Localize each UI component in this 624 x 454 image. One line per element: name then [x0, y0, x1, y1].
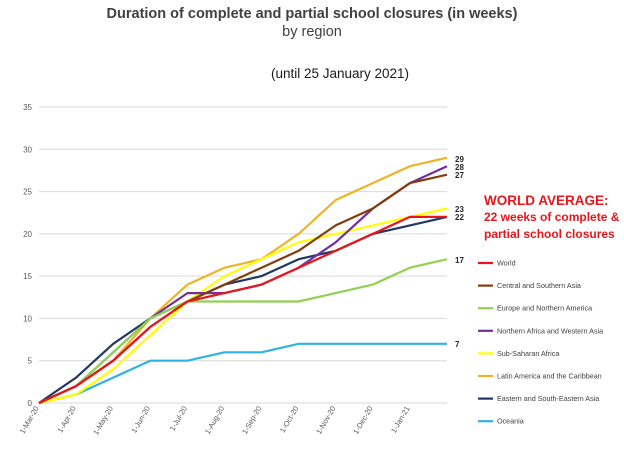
- x-tick-label: 1-Jan-21: [389, 405, 412, 435]
- x-axis-ticks: 1-Mar-20 1-Apr-20 1-May-20 1-Jun-20 1-Jul-20…: [18, 405, 412, 437]
- series-line-world: [38, 215, 447, 405]
- x-tick-label: 1-Apr-20: [55, 405, 77, 435]
- end-value-label: 28: [455, 163, 464, 172]
- x-tick-label: 1-Dec-20: [351, 405, 374, 436]
- series-lines: [38, 156, 448, 405]
- chart-subtitle: by region: [282, 24, 342, 40]
- gridlines: [39, 106, 447, 404]
- legend-entry: Europe and Northern America: [497, 304, 592, 313]
- y-tick-label: 25: [23, 188, 32, 197]
- world-average-line-2: partial school closures: [484, 227, 615, 241]
- y-tick-label: 35: [23, 103, 32, 112]
- legend-entry: Eastern and South-Eastern Asia: [497, 394, 599, 403]
- legend-entry: World: [497, 259, 516, 268]
- end-value-label: 27: [455, 171, 464, 180]
- series-line-eastern-and-south-eastern-asia: [38, 215, 448, 404]
- x-tick-label: 1-Nov-20: [314, 405, 337, 436]
- legend-entry: Central and Southern Asia: [497, 281, 581, 290]
- end-value-label: 17: [455, 256, 464, 265]
- end-value-label: 7: [455, 340, 460, 349]
- x-tick-label: 1-Jun-20: [129, 405, 152, 435]
- y-tick-label: 5: [28, 357, 33, 366]
- y-axis-ticks: 0 5 10 15 20 25 30 35: [23, 103, 32, 408]
- legend-entry: Oceania: [497, 417, 524, 426]
- legend: World Central and Southern Asia Europe and…: [478, 259, 603, 426]
- x-tick-label: 1-Sep-20: [240, 405, 263, 436]
- world-average-line-1: 22 weeks of complete &: [484, 210, 620, 224]
- world-average-annotation: WORLD AVERAGE: 22 weeks of complete & pa…: [484, 192, 619, 243]
- x-tick-label: 1-Jul-20: [168, 405, 189, 433]
- series-line-northern-africa-and-western-asia: [38, 165, 448, 405]
- y-tick-label: 10: [23, 314, 32, 323]
- y-tick-label: 0: [28, 399, 33, 408]
- series-line-europe-and-northern-america: [38, 258, 448, 405]
- end-value-label: 23: [455, 205, 464, 214]
- legend-entry: Sub-Saharan Africa: [497, 349, 559, 358]
- x-tick-label: 1-Aug-20: [203, 405, 226, 436]
- chart-title: Duration of complete and partial school …: [106, 6, 518, 22]
- y-tick-label: 20: [23, 230, 32, 239]
- x-tick-label: 1-Oct-20: [278, 405, 300, 435]
- legend-entry: Latin America and the Caribbean: [497, 372, 602, 381]
- x-tick-label: 1-Mar-20: [18, 405, 41, 436]
- end-value-label: 29: [455, 155, 464, 164]
- end-value-label: 22: [455, 213, 464, 222]
- legend-entry: Northern Africa and Western Asia: [497, 326, 603, 335]
- series-line-oceania: [38, 342, 447, 405]
- world-average-heading: WORLD AVERAGE:: [484, 193, 609, 208]
- series-line-sub-saharan-africa: [38, 207, 448, 405]
- x-tick-label: 1-May-20: [91, 405, 115, 437]
- date-note: (until 25 January 2021): [270, 66, 410, 81]
- y-tick-label: 15: [23, 272, 32, 281]
- y-tick-label: 30: [23, 145, 32, 154]
